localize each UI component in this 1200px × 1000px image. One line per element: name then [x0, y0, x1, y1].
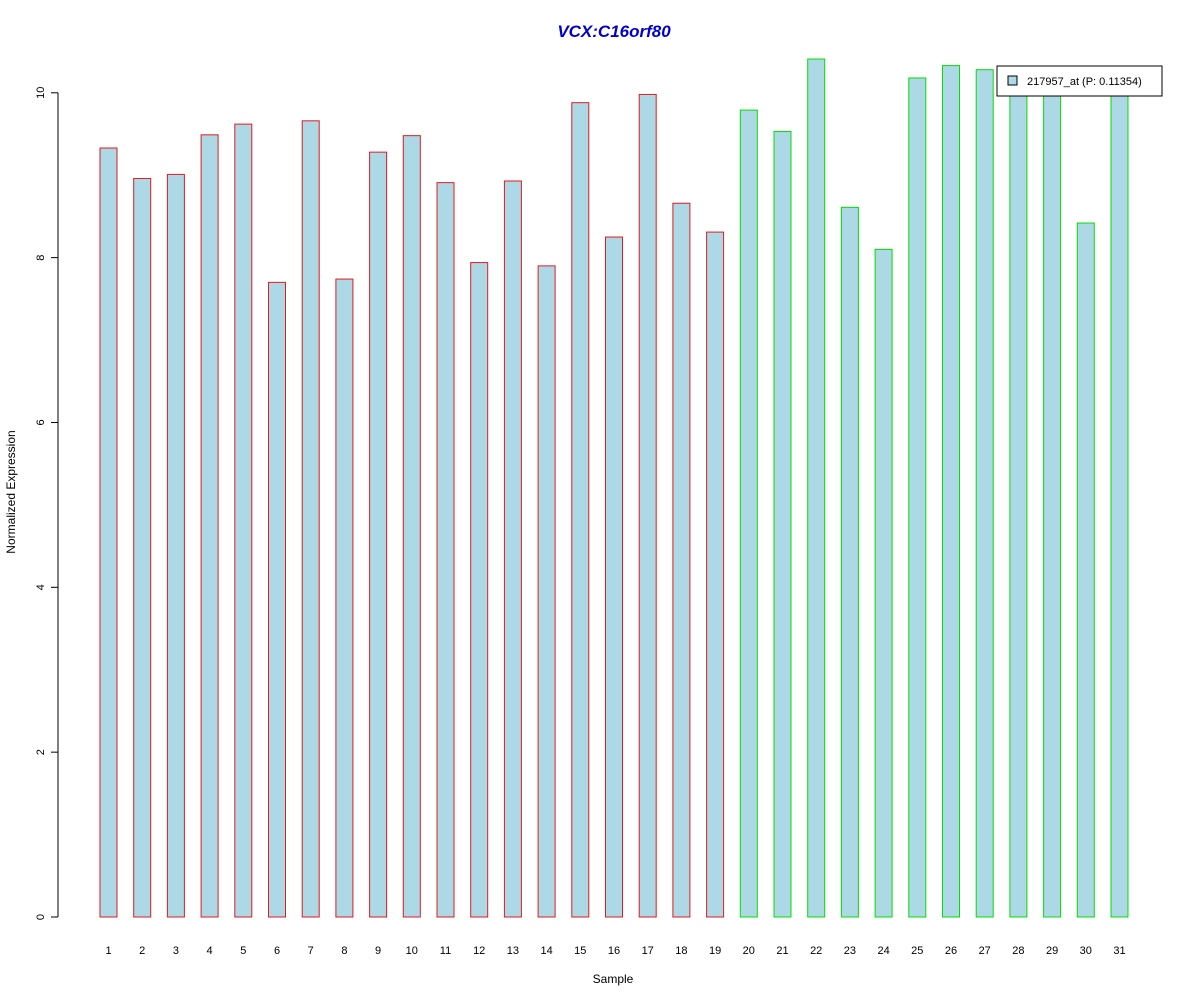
- legend-entry: 217957_at (P: 0.11354): [1027, 76, 1142, 88]
- bar-sample-22: [807, 58, 826, 918]
- bar-sample-28: [1009, 88, 1028, 918]
- bar-sample-17: [638, 93, 657, 918]
- x-tick-label: 11: [440, 945, 451, 957]
- x-tick-label: 6: [274, 945, 280, 957]
- bar-sample-6: [268, 281, 286, 918]
- legend: 217957_at (P: 0.11354): [996, 65, 1163, 97]
- x-tick-label: 1: [105, 945, 111, 957]
- x-tick-label: 10: [406, 945, 418, 957]
- x-tick-label: 12: [473, 945, 485, 957]
- x-tick-label: 19: [709, 945, 721, 957]
- bar-sample-24: [874, 248, 893, 918]
- x-tick-label: 28: [1012, 945, 1024, 957]
- y-axis: 0 2 4 6 8 10: [35, 87, 59, 920]
- x-tick-label: 5: [240, 945, 246, 957]
- x-tick-label: 27: [979, 945, 991, 957]
- bar-sample-20: [739, 109, 758, 918]
- bar-sample-5: [234, 123, 253, 918]
- bar-sample-18: [672, 202, 691, 918]
- bar-sample-1: [99, 147, 118, 918]
- x-tick-label: 2: [139, 945, 145, 957]
- bar-sample-30: [1076, 222, 1095, 918]
- x-tick-label: 3: [173, 945, 179, 957]
- x-tick-label: 29: [1046, 945, 1058, 957]
- x-tick-label: 21: [776, 945, 788, 957]
- bar-sample-21: [773, 131, 792, 918]
- bar-sample-7: [301, 120, 320, 918]
- x-tick-label: 16: [608, 945, 620, 957]
- bar-sample-31: [1110, 90, 1129, 918]
- bar-sample-15: [571, 102, 590, 918]
- x-tick-label: 7: [308, 945, 314, 957]
- bar-sample-11: [436, 182, 455, 918]
- y-tick-label: 2: [35, 749, 47, 755]
- x-tick-label: 14: [540, 945, 552, 957]
- legend-box: [996, 65, 1163, 97]
- x-tick-label: 24: [877, 945, 889, 957]
- x-tick-label: 31: [1113, 945, 1125, 957]
- x-tick-labels: 1 2 3 4 5 6 7 8 9 10 11 12 13 14 15 16 17 18 19 20 21 22 23 24 2…: [105, 945, 1125, 957]
- y-tick-label: 8: [35, 255, 47, 261]
- x-tick-label: 23: [844, 945, 856, 957]
- bar-sample-14: [537, 265, 556, 918]
- x-tick-label: 25: [911, 945, 923, 957]
- y-tick-label: 0: [35, 914, 47, 920]
- x-tick-label: 9: [375, 945, 381, 957]
- y-axis-label: Normalized Expression: [4, 430, 18, 553]
- y-tick-label: 10: [35, 87, 47, 99]
- bar-sample-29: [1043, 84, 1062, 918]
- bar-sample-12: [470, 262, 489, 918]
- x-tick-label: 20: [743, 945, 755, 957]
- bar-sample-10: [402, 135, 421, 918]
- bar-sample-27: [975, 69, 994, 918]
- x-tick-label: 22: [810, 945, 822, 957]
- bar-sample-13: [503, 180, 522, 918]
- x-tick-label: 4: [207, 945, 213, 957]
- bar-sample-8: [335, 278, 354, 918]
- x-tick-label: 18: [675, 945, 687, 957]
- bar-sample-3: [166, 173, 185, 918]
- x-tick-label: 30: [1080, 945, 1092, 957]
- legend-swatch: [1007, 75, 1018, 86]
- y-tick-label: 4: [35, 584, 47, 590]
- bar-sample-9: [369, 151, 388, 918]
- bar-sample-26: [942, 65, 960, 918]
- y-tick-label: 6: [35, 419, 47, 425]
- bar-sample-23: [840, 206, 859, 918]
- x-axis-label: Sample: [593, 972, 634, 986]
- bars: [99, 58, 1129, 918]
- chart-title: VCX:C16orf80: [557, 22, 671, 41]
- x-tick-label: 15: [574, 945, 586, 957]
- bar-sample-2: [133, 178, 152, 918]
- bar-sample-16: [605, 236, 623, 918]
- x-tick-label: 17: [642, 945, 654, 957]
- bar-sample-25: [908, 77, 927, 918]
- x-tick-label: 13: [507, 945, 519, 957]
- x-tick-label: 26: [945, 945, 957, 957]
- bar-sample-4: [200, 134, 219, 918]
- x-tick-label: 8: [341, 945, 347, 957]
- bar-sample-19: [706, 231, 725, 918]
